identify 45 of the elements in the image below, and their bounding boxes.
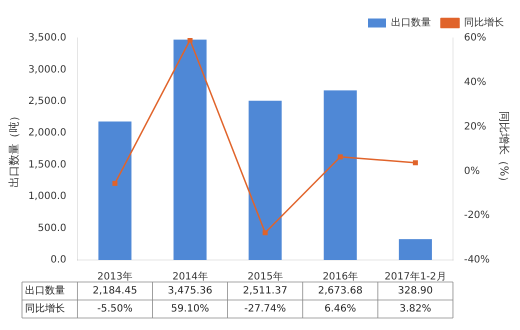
y2-tick-label: -40%	[464, 254, 490, 266]
x-tick-label: 2017年1-2月	[384, 270, 446, 283]
bar	[398, 239, 432, 260]
x-tick-label: 2016年	[322, 270, 358, 283]
data-label: 2,184.45	[92, 286, 138, 297]
y-tick-label: 1,000.0	[28, 191, 66, 202]
bar	[324, 90, 357, 260]
bar	[248, 100, 282, 260]
y-tick-label: 3,000.0	[28, 64, 66, 76]
y2-tick-label: 20%	[464, 121, 486, 132]
text: 同比增长	[25, 304, 65, 315]
data-label: 6.46%	[324, 304, 356, 315]
point	[412, 160, 418, 166]
point	[188, 38, 193, 43]
y2-axis-title: 同比增长（%）	[498, 110, 511, 188]
legend-label: 出口数量	[391, 16, 431, 29]
y2-tick-label: -20%	[464, 210, 490, 222]
y-tick-label: 2,000.0	[28, 128, 66, 139]
bar	[174, 40, 207, 260]
y2-tick-label: 40%	[464, 76, 486, 88]
y-tick-label: 0.0	[50, 254, 66, 266]
legend-label: 同比增长	[464, 16, 504, 29]
y2-tick-label: 60%	[464, 32, 486, 44]
x-tick-label: 2013年	[97, 270, 133, 283]
data-label: -27.74%	[244, 304, 286, 315]
data-label: 2,511.37	[242, 286, 288, 297]
point	[338, 154, 343, 160]
x-tick-label: 2014年	[172, 270, 208, 283]
y-tick-label: 2,500.0	[28, 96, 66, 108]
point	[112, 180, 118, 186]
data-label: 3,475.36	[168, 286, 212, 297]
y-axis-title: 出口数量（吨）	[7, 110, 20, 188]
data-label: 2,673.68	[318, 286, 363, 297]
data-label: 59.10%	[170, 304, 210, 315]
bar	[98, 121, 132, 260]
text: 出口数量	[25, 286, 65, 297]
data-label: 328.90	[398, 286, 433, 297]
x-tick-label: 2015年	[247, 270, 283, 283]
y2-tick-label: 0%	[464, 166, 480, 177]
data-label: 3.82%	[400, 304, 432, 315]
y-tick-label: 1,500.0	[28, 159, 66, 170]
y-tick-label: 3,500.0	[28, 32, 66, 44]
point	[262, 230, 268, 236]
data-label: -5.50%	[97, 304, 133, 315]
y-tick-label: 500.0	[38, 222, 66, 234]
